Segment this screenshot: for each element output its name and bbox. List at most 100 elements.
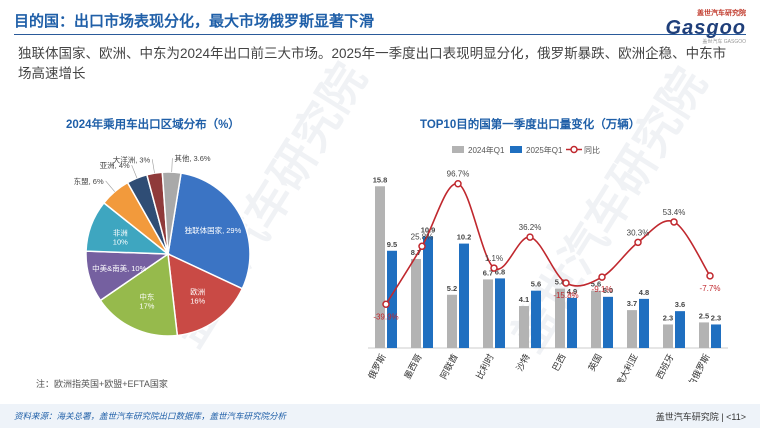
yoy-point: [418, 242, 426, 251]
legend-swatch: [452, 146, 464, 153]
footer-bar: 资料来源：海关总署，盖世汽车研究院出口数据库，盖世汽车研究院分析 盖世汽车研究院…: [0, 404, 760, 428]
bar-value-label: 6.7: [483, 268, 493, 277]
bar-2025q1: [531, 290, 541, 348]
category-label: 澳大利亚: [613, 352, 640, 382]
pie-slice: [99, 252, 179, 337]
bar-2024q1: [555, 288, 565, 348]
footer-brand-name: 盖世汽车研究院: [655, 412, 719, 422]
summary-text: 独联体国家、欧洲、中东为2024年出口前三大市场。2025年一季度出口表现明显分…: [18, 46, 727, 81]
category-label: 英国: [586, 352, 604, 373]
pie-chart-title: 2024年乘用车出口区域分布（%）: [66, 119, 240, 131]
pie-slice: [167, 252, 244, 337]
yoy-point: [526, 233, 534, 241]
bar-2025q1: [459, 243, 469, 348]
bar-value-label: 3.6: [675, 300, 685, 309]
yoy-point: [706, 272, 714, 280]
title-divider: [14, 34, 746, 35]
yoy-point: [382, 300, 390, 309]
pie-slice: [161, 171, 182, 255]
yoy-point: [490, 264, 498, 272]
source-note: 资料来源：海关总署，盖世汽车研究院出口数据库，盖世汽车研究院分析: [14, 411, 287, 421]
category-label: 西班牙: [653, 352, 675, 381]
yoy-line: [385, 182, 711, 305]
legend-label: 同比: [584, 145, 600, 155]
bar-2025q1: [495, 278, 505, 348]
yoy-label: -15.8%: [553, 291, 578, 300]
bar-value-label: 4.8: [639, 288, 649, 297]
yoy-point: [454, 179, 462, 188]
bar-2024q1: [519, 306, 529, 348]
category-label: 巴西: [550, 352, 567, 373]
pie-label: 亚洲, 4%: [100, 161, 130, 170]
bar-2024q1: [699, 322, 709, 348]
logo-tagline: 盖世汽车 GASGOO: [702, 39, 746, 45]
pie-label: 中美&南美, 10%: [92, 263, 147, 273]
pie-leader-line: [105, 180, 115, 192]
yoy-label: -9.1%: [592, 285, 613, 294]
bar-2024q1: [447, 294, 457, 348]
yoy-label: 36.2%: [519, 223, 542, 232]
pie-label: 中东 17%: [139, 291, 155, 310]
pie-label: 非洲 10%: [113, 227, 128, 246]
bar-value-label: 2.3: [663, 313, 673, 322]
bar-value-label: 5.8: [555, 278, 565, 287]
bar-2025q1: [423, 236, 433, 348]
bar-2025q1: [639, 298, 649, 348]
bar-value-label: 15.8: [373, 175, 388, 184]
footer-brand: 盖世汽车研究院 | <11>: [656, 410, 746, 423]
legend-marker: [570, 145, 578, 154]
pie-label: 欧洲 16%: [190, 286, 205, 305]
category-label: 比利时: [473, 352, 495, 381]
pie-label: 其他, 3.6%: [174, 153, 211, 163]
pie-chart: 独联体国家, 29% 欧洲 16% 中东 17% 中美&南美, 10% 非洲 10% 东盟, 6…: [74, 153, 251, 337]
bar-value-label: 4.9: [567, 287, 577, 296]
category-label: 沙特: [514, 352, 532, 373]
bar-2025q1: [603, 296, 613, 348]
legend-label: 2025年Q1: [526, 145, 563, 155]
yoy-label: 1.1%: [485, 254, 503, 263]
gasgoo-logo: 盖世汽车研究院 Gasgoo 盖世汽车 GASGOO: [666, 8, 746, 45]
yoy-point: [670, 218, 678, 226]
page-title: 目的国：出口市场表现分化，最大市场俄罗斯显著下滑: [14, 13, 375, 30]
bar-value-label: 5.2: [447, 284, 457, 293]
footer-separator: |: [721, 412, 727, 422]
bar-value-label: 9.5: [387, 240, 397, 249]
bar-value-label: 6.8: [495, 267, 505, 276]
bar-value-label: 5.0: [603, 286, 613, 295]
pie-leader-line: [131, 165, 138, 179]
yoy-label: -39.9%: [373, 312, 398, 321]
bar-value-label: 2.5: [699, 311, 709, 320]
category-label: 白俄罗斯: [685, 352, 712, 382]
pie-label: 独联体国家, 29%: [185, 225, 242, 235]
category-label: 阿联酋: [437, 352, 459, 381]
bar-2024q1: [591, 290, 601, 348]
bar-2025q1: [711, 324, 721, 348]
bar-2024q1: [375, 186, 385, 348]
bar-2025q1: [567, 297, 577, 348]
yoy-label: 96.7%: [447, 170, 470, 179]
bar-value-label: 8.7: [411, 248, 421, 257]
pie-leader-line: [151, 159, 155, 174]
bar-value-label: 2.3: [711, 313, 721, 322]
logo-subtitle: 盖世汽车研究院: [697, 10, 746, 17]
pie-label: 东盟, 6%: [74, 176, 104, 186]
bar-chart-title: TOP10目的国第一季度出口量变化（万辆）: [420, 119, 641, 131]
bar-value-label: 5.6: [531, 280, 541, 289]
bar-2024q1: [627, 310, 637, 348]
bar-2024q1: [663, 324, 673, 348]
yoy-label: 53.4%: [663, 208, 686, 217]
footnote: 注：欧洲指英国+欧盟+EFTA国家: [36, 379, 168, 389]
category-label: 俄罗斯: [365, 352, 387, 381]
yoy-label: -7.7%: [700, 284, 721, 293]
pie-leader-line: [171, 158, 173, 173]
yoy-point: [562, 279, 570, 287]
bar-2024q1: [411, 258, 421, 348]
category-label: 墨西哥: [402, 352, 424, 381]
yoy-point: [634, 238, 642, 247]
bar-value-label: 5.6: [591, 280, 601, 289]
page-number: <11>: [726, 412, 746, 422]
bar-value-label: 10.9: [421, 225, 436, 234]
bar-2024q1: [483, 279, 493, 348]
legend-label: 2024年Q1: [468, 145, 505, 155]
bar-value-label: 10.2: [457, 233, 472, 242]
